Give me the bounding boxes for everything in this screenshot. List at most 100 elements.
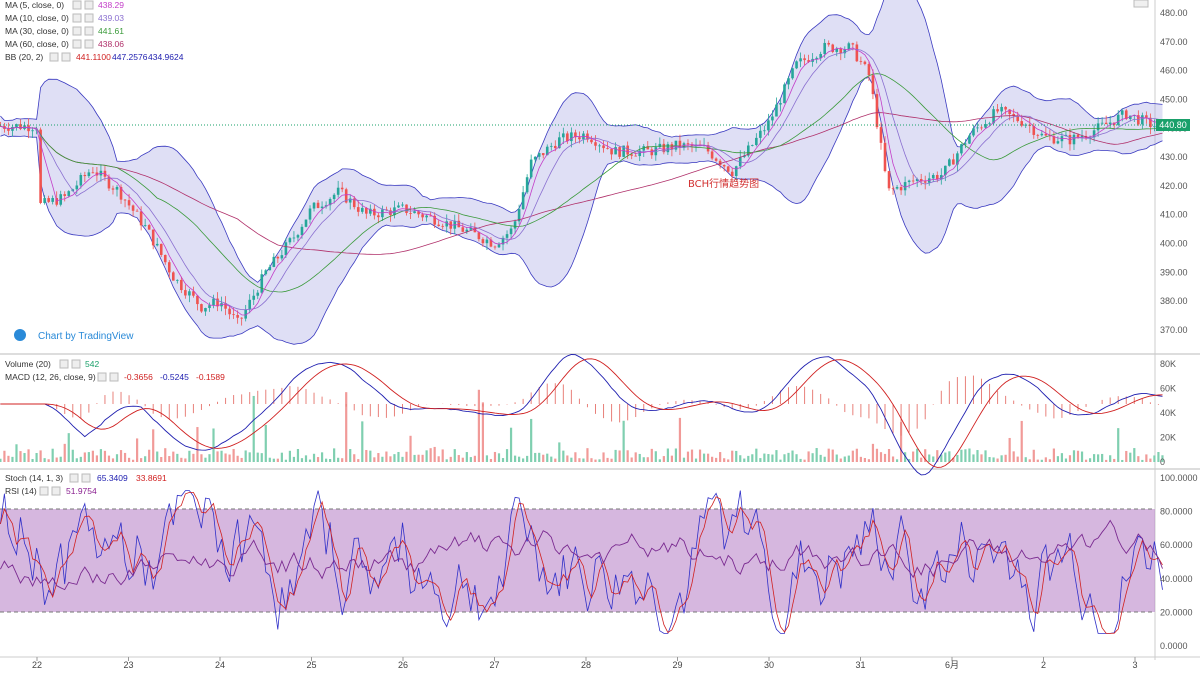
volume-bar — [481, 402, 485, 462]
volume-bar — [437, 456, 440, 462]
visibility-toggle-icon[interactable] — [39, 486, 49, 496]
volume-bar — [320, 452, 324, 462]
volume-bar — [578, 458, 581, 462]
candle-body — [244, 309, 247, 319]
visibility-toggle-icon[interactable] — [72, 26, 82, 36]
price-tick-label: 430.00 — [1160, 152, 1188, 162]
candle-body — [332, 194, 336, 200]
volume-bar — [819, 454, 822, 462]
volume-bar — [1133, 448, 1136, 462]
candle-body — [497, 244, 501, 248]
candle-body — [578, 137, 581, 140]
volume-bar — [75, 458, 78, 462]
volume-bar — [658, 459, 661, 462]
close-icon[interactable] — [81, 473, 91, 483]
legend-ma30-value: 441.61 — [98, 26, 124, 36]
volume-bar — [1012, 451, 1015, 462]
visibility-toggle-icon[interactable] — [59, 359, 69, 369]
candle-body — [690, 144, 694, 147]
volume-bar — [851, 450, 854, 462]
candle-body — [252, 295, 256, 300]
candle-body — [658, 143, 662, 148]
rsi-line — [0, 519, 1163, 591]
candle-body — [316, 202, 320, 209]
legend-rsi-label: RSI (14) — [5, 486, 37, 496]
close-icon[interactable] — [84, 0, 94, 10]
price-tick-label: 450.00 — [1160, 94, 1188, 104]
visibility-toggle-icon[interactable] — [69, 473, 79, 483]
close-icon[interactable] — [71, 359, 81, 369]
volume-bar — [288, 450, 292, 462]
close-icon[interactable] — [61, 52, 71, 62]
candle-body — [1008, 109, 1011, 114]
candle-body — [976, 127, 979, 129]
tradingview-watermark[interactable]: Chart by TradingView — [14, 329, 134, 342]
candle-body — [807, 60, 810, 62]
volume-bar — [477, 389, 480, 462]
volume-bar — [119, 450, 123, 462]
candle-body — [489, 239, 493, 247]
volume-bar — [787, 452, 790, 462]
volume-bar — [55, 457, 58, 462]
candle-body — [135, 210, 139, 212]
candle-body — [948, 159, 951, 166]
volume-bar — [807, 451, 810, 462]
close-icon[interactable] — [84, 39, 94, 49]
candle-body — [598, 145, 601, 147]
volume-bar — [698, 449, 702, 462]
volume-bar — [686, 451, 690, 462]
candle-body — [851, 43, 855, 45]
close-icon[interactable] — [109, 372, 119, 382]
visibility-toggle-icon[interactable] — [49, 52, 59, 62]
close-icon[interactable] — [51, 486, 61, 496]
bb-fill — [0, 0, 1163, 345]
candle-body — [159, 243, 163, 255]
candle-body — [867, 64, 871, 76]
volume-bar — [140, 458, 143, 462]
close-icon[interactable] — [84, 13, 94, 23]
legend-macd-value-histogram: -0.3656 — [124, 372, 153, 382]
maximize-icon[interactable] — [1133, 0, 1149, 8]
visibility-toggle-icon[interactable] — [97, 372, 107, 382]
candle-body — [847, 43, 851, 50]
candle-body — [650, 149, 654, 156]
volume-bar — [453, 449, 456, 462]
visibility-toggle-icon[interactable] — [72, 39, 82, 49]
candle-body — [879, 127, 883, 143]
volume-bar — [883, 453, 887, 462]
volume-bar — [1145, 454, 1148, 462]
watermark-text: Chart by TradingView — [38, 331, 134, 342]
candle-body — [517, 209, 521, 222]
volume-bar — [1088, 458, 1092, 462]
candle-body — [803, 58, 806, 61]
candle-body — [827, 42, 831, 45]
volume-bar — [369, 450, 372, 462]
legend-volume: Volume (20) 542 — [5, 359, 99, 369]
visibility-toggle-icon[interactable] — [72, 0, 82, 10]
candle-body — [280, 255, 284, 259]
date-tick-label: 24 — [215, 660, 225, 670]
candle-body — [1036, 134, 1040, 136]
volume-bar — [445, 459, 448, 462]
volume-bar — [811, 453, 814, 462]
candle-body — [887, 171, 891, 189]
candle-body — [155, 243, 159, 246]
candle-body — [131, 205, 135, 211]
legend-rsi: RSI (14) 51.9754 — [5, 486, 97, 496]
volume-bar — [1064, 458, 1068, 462]
volume-bar — [493, 451, 497, 462]
close-icon[interactable] — [84, 26, 94, 36]
volume-bar — [1016, 456, 1019, 462]
moving-averages — [0, 47, 1163, 316]
candle-body — [783, 84, 786, 104]
legend-ma10-value: 439.03 — [98, 13, 124, 23]
price-tick-label: 390.00 — [1160, 267, 1188, 277]
candle-body — [176, 279, 179, 281]
candle-body — [710, 151, 714, 159]
volume-bar — [107, 455, 111, 462]
visibility-toggle-icon[interactable] — [72, 13, 82, 23]
legend-macd: MACD (12, 26, close, 9) -0.3656 -0.5245 … — [5, 372, 225, 382]
date-tick-label: 25 — [306, 660, 316, 670]
volume-bar — [260, 453, 263, 462]
